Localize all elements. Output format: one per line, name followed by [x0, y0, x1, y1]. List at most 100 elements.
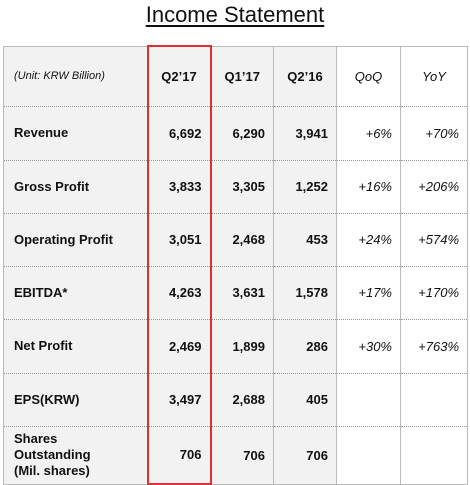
- table-cell: [336, 426, 401, 485]
- table-cell: +17%: [336, 266, 401, 320]
- cell-value: 3,497: [168, 392, 202, 407]
- table-cell: 3,497: [146, 373, 212, 427]
- table-cell: 3,305: [210, 160, 274, 214]
- table-cell: 286: [273, 319, 337, 374]
- cell-value: 3,051: [168, 232, 202, 247]
- table-cell: Operating Profit: [3, 213, 148, 267]
- cell-value: 3,941: [295, 125, 328, 141]
- cell-value: 2,469: [168, 338, 202, 354]
- table-cell: 2,688: [210, 373, 274, 427]
- row-label: Net Profit: [14, 338, 73, 353]
- row-label: EBITDA*: [14, 284, 68, 300]
- table-cell: 1,252: [273, 160, 337, 214]
- table-cell: 706: [210, 426, 274, 485]
- table-cell: 405: [273, 373, 337, 427]
- column-header: Q1’17: [224, 68, 260, 84]
- table-cell: Revenue: [3, 106, 148, 161]
- column-header: Q2’17: [161, 68, 197, 84]
- cell-value: +30%: [358, 338, 392, 354]
- table-row: EPS(KRW) 3,497 2,688 405: [3, 373, 468, 427]
- table-cell: [336, 373, 401, 427]
- table-row: Net Profit 2,469 1,899 286 +30% +763%: [3, 319, 468, 374]
- column-header: (Unit: KRW Billion): [14, 70, 105, 82]
- cell-value: 1,578: [295, 285, 328, 300]
- cell-value: 2,468: [232, 232, 265, 247]
- table-row: EBITDA* 4,263 3,631 1,578 +17% +170%: [3, 266, 468, 320]
- cell-value: 706: [243, 447, 265, 463]
- table-row: Shares Outstanding (Mil. shares) 706 706 70…: [3, 426, 468, 485]
- column-header: Q2’16: [287, 68, 323, 84]
- row-label: EPS(KRW): [14, 391, 80, 407]
- cell-value: 286: [306, 338, 328, 354]
- header-row: (Unit: KRW Billion) Q2’17 Q1’17 Q2’16 QoQ YoY: [3, 45, 468, 107]
- table-cell: Q2’17: [146, 45, 212, 107]
- cell-value: 3,305: [232, 179, 265, 194]
- cell-value: 3,833: [168, 179, 202, 194]
- table-cell: 3,941: [273, 106, 337, 161]
- table-cell: 706: [146, 426, 212, 485]
- column-header: YoY: [422, 68, 446, 84]
- table-cell: 2,468: [210, 213, 274, 267]
- table-cell: 1,899: [210, 319, 274, 374]
- cell-value: 453: [306, 232, 328, 247]
- cell-value: 6,692: [168, 125, 202, 141]
- table-cell: [400, 426, 468, 485]
- income-table: (Unit: KRW Billion) Q2’17 Q1’17 Q2’16 QoQ YoY…: [3, 45, 468, 485]
- table-row: Revenue 6,692 6,290 3,941 +6% +70%: [3, 106, 468, 161]
- cell-value: +170%: [418, 285, 459, 300]
- column-header: QoQ: [354, 68, 383, 84]
- cell-value: 1,899: [232, 338, 265, 354]
- cell-value: 706: [306, 447, 328, 463]
- cell-value: +17%: [358, 285, 392, 300]
- table-cell: 3,833: [146, 160, 212, 214]
- table-cell: (Unit: KRW Billion): [3, 45, 148, 107]
- table-cell: 6,692: [146, 106, 212, 161]
- cell-value: +206%: [418, 179, 459, 194]
- table-cell: +763%: [400, 319, 468, 374]
- table-cell: Q1’17: [210, 45, 274, 107]
- table-cell: +574%: [400, 213, 468, 267]
- row-label: Operating Profit: [14, 231, 113, 247]
- table-cell: YoY: [400, 45, 468, 107]
- table-cell: 1,578: [273, 266, 337, 320]
- table-cell: +170%: [400, 266, 468, 320]
- title: Income Statement: [145, 2, 325, 27]
- table-row: Gross Profit 3,833 3,305 1,252 +16% +206%: [3, 160, 468, 214]
- cell-value: 1,252: [295, 179, 328, 194]
- cell-value: +6%: [365, 125, 392, 141]
- table-cell: 453: [273, 213, 337, 267]
- table-cell: Gross Profit: [3, 160, 148, 214]
- table-cell: 2,469: [146, 319, 212, 374]
- table-cell: 3,051: [146, 213, 212, 267]
- row-label: Gross Profit: [14, 178, 90, 194]
- table-row: Operating Profit 3,051 2,468 453 +24% +574%: [3, 213, 468, 267]
- table-cell: Shares Outstanding (Mil. shares): [3, 426, 148, 485]
- row-label: Revenue: [14, 125, 69, 140]
- row-label: Shares Outstanding (Mil. shares): [14, 431, 91, 478]
- table-cell: EPS(KRW): [3, 373, 148, 427]
- table-cell: +70%: [400, 106, 468, 161]
- table-cell: QoQ: [336, 45, 401, 107]
- table-cell: +30%: [336, 319, 401, 374]
- table-cell: +24%: [336, 213, 401, 267]
- cell-value: +24%: [358, 232, 392, 247]
- cell-value: +763%: [418, 338, 459, 354]
- table-cell: +16%: [336, 160, 401, 214]
- table-cell: 4,263: [146, 266, 212, 320]
- cell-value: 3,631: [232, 285, 265, 300]
- table-cell: 706: [273, 426, 337, 485]
- table-cell: Q2’16: [273, 45, 337, 107]
- table-cell: +206%: [400, 160, 468, 214]
- cell-value: 405: [306, 392, 328, 407]
- cell-value: 706: [179, 447, 202, 463]
- table-cell: 6,290: [210, 106, 274, 161]
- cell-value: +16%: [358, 179, 392, 194]
- table-cell: 3,631: [210, 266, 274, 320]
- table-cell: [400, 373, 468, 427]
- table-cell: EBITDA*: [3, 266, 148, 320]
- cell-value: 6,290: [232, 125, 265, 141]
- table-cell: Net Profit: [3, 319, 148, 374]
- cell-value: 2,688: [232, 392, 265, 407]
- cell-value: 4,263: [168, 285, 202, 300]
